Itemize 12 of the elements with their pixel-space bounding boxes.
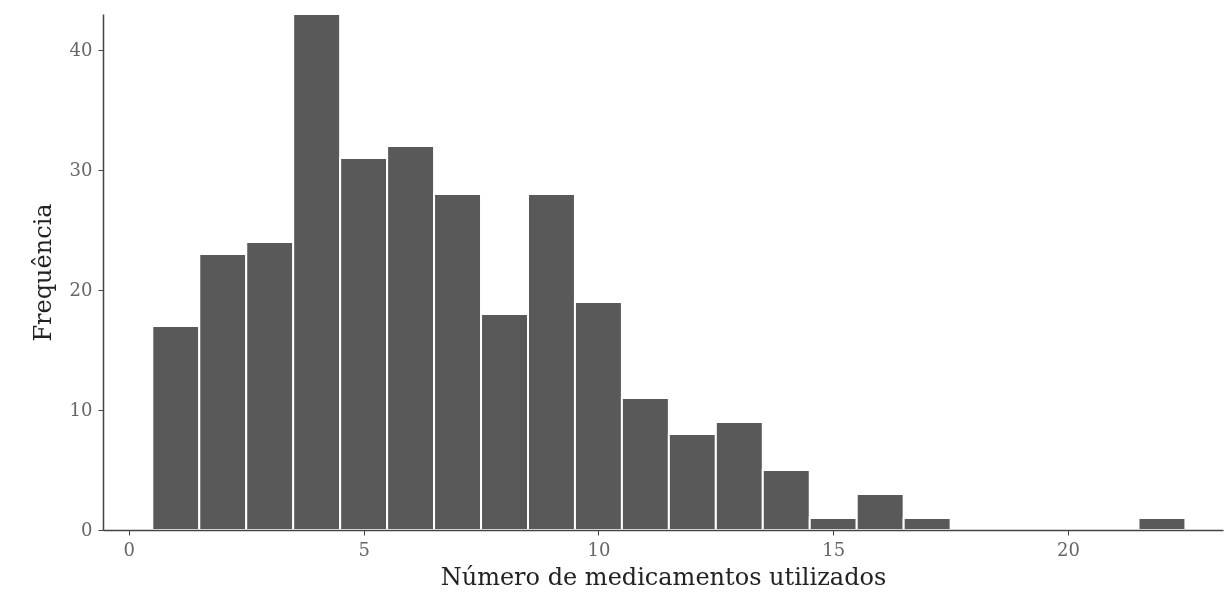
y-axis-title: Frequência: [28, 203, 57, 342]
y-tick-label: 10: [69, 398, 93, 420]
y-tick-label: 20: [69, 278, 93, 300]
x-tick-label: 0: [123, 538, 136, 560]
x-tick-label: 20: [1057, 538, 1080, 560]
x-tick-label: 10: [587, 538, 611, 560]
x-axis-title: Número de medicamentos utilizados: [440, 562, 887, 591]
y-tick-label: 0: [81, 518, 93, 540]
y-tick-label: 30: [69, 158, 93, 180]
y-tick-label: 40: [69, 38, 93, 60]
x-tick-label: 15: [822, 538, 846, 560]
x-tick-label: 5: [358, 538, 370, 560]
